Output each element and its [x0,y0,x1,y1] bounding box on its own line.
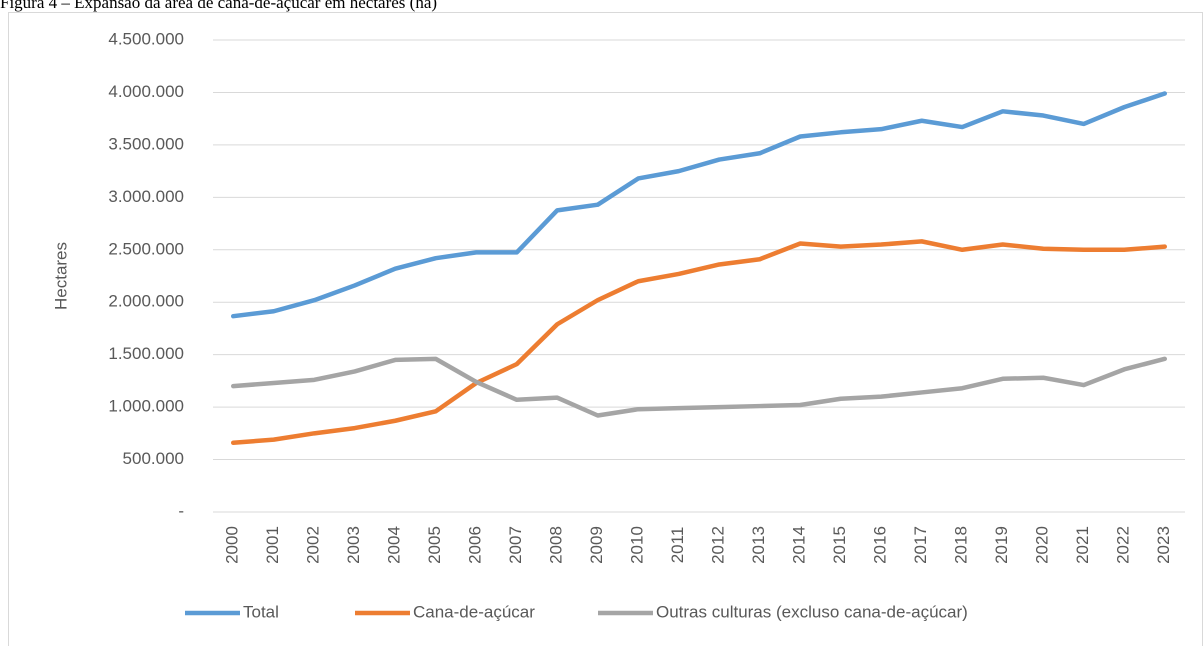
x-tick-label: 2014 [790,526,809,564]
y-axis-label: Hectares [51,242,70,310]
x-tick-label: 2021 [1073,526,1092,564]
x-tick-label: 2019 [992,526,1011,564]
x-tick-label: 2015 [830,526,849,564]
x-tick-label: 2003 [344,526,363,564]
line-series [231,239,1167,446]
x-tick-label: 2002 [304,526,323,564]
x-tick-label: 2011 [668,527,687,564]
x-tick-label: 2022 [1114,526,1133,564]
x-tick-label: 2012 [709,526,728,564]
legend-label: Cana-de-açúcar [413,602,535,621]
line-series [231,91,1167,319]
x-tick-label: 2008 [547,526,566,564]
y-tick-label: 3.000.000 [108,187,184,206]
y-tick-label: 2.000.000 [108,292,184,311]
y-tick-label: 4.500.000 [108,29,184,48]
x-tick-label: 2023 [1154,526,1173,564]
y-tick-label: - [178,501,184,520]
legend-label: Total [243,602,279,621]
x-tick-label: 2017 [911,526,930,564]
x-tick-label: 2007 [506,526,525,564]
x-tick-label: 2009 [587,526,606,564]
x-tick-label: 2000 [223,526,242,564]
x-tick-label: 2001 [263,526,282,564]
x-tick-label: 2005 [425,526,444,564]
chart-title: Figura 4 – Expansão da área de cana-de-a… [0,0,437,12]
y-tick-label: 500.000 [123,449,184,468]
x-tick-label: 2016 [871,526,890,564]
x-tick-label: 2013 [749,526,768,564]
y-tick-label: 1.500.000 [108,344,184,363]
x-tick-label: 2020 [1033,526,1052,564]
line-series [231,356,1167,418]
chart-frame [8,12,1203,646]
y-tick-label: 2.500.000 [108,239,184,258]
x-tick-label: 2010 [628,526,647,564]
y-tick-label: 3.500.000 [108,134,184,153]
x-tick-label: 2018 [952,526,971,564]
x-tick-label: 2004 [385,526,404,564]
x-tick-label: 2006 [466,526,485,564]
y-tick-label: 4.000.000 [108,82,184,101]
legend-label: Outras culturas (excluso cana-de-açúcar) [656,602,968,621]
y-tick-label: 1.000.000 [108,397,184,416]
